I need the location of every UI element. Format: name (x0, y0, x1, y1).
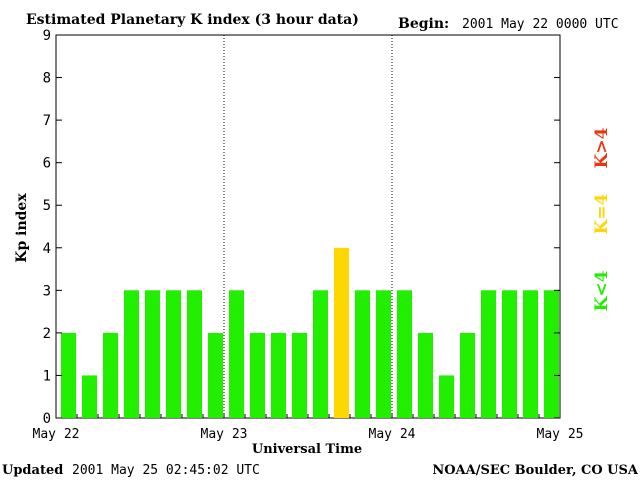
day-dividers (223, 35, 393, 418)
legend-mid: K=4 (592, 193, 612, 234)
kp-bar (397, 290, 412, 418)
y-tick-label: 1 (43, 368, 51, 384)
kp-bar (292, 332, 307, 418)
x-axis: May 22 May 23 May 24 May 25 (33, 414, 584, 442)
kp-bar (355, 290, 370, 418)
kp-bar (124, 290, 139, 418)
y-tick-label: 8 (43, 71, 51, 87)
kp-bar (544, 290, 559, 418)
begin-value: 2001 May 22 0000 UTC (462, 17, 619, 32)
kp-bar (208, 332, 223, 418)
kp-bar (334, 247, 349, 418)
kp-bar (313, 290, 328, 418)
legend-high: K>4 (592, 127, 612, 168)
kp-bar (61, 332, 76, 418)
x-tick-label: May 24 (369, 427, 416, 442)
source-label: NOAA/SEC Boulder, CO USA (432, 463, 639, 478)
x-axis-label: Universal Time (252, 442, 362, 457)
y-tick-label: 2 (43, 326, 51, 342)
kp-bar (229, 290, 244, 418)
kp-bar (103, 332, 118, 418)
y-tick-label: 5 (43, 198, 51, 214)
kp-bar (376, 290, 391, 418)
kp-bar (187, 290, 202, 418)
kp-bar (439, 375, 454, 418)
kp-bar (523, 290, 538, 418)
y-tick-label: 9 (43, 28, 51, 44)
y-tick-label: 0 (43, 411, 51, 427)
legend-low: K<4 (592, 270, 612, 311)
y-axis: 0 1 2 3 4 5 6 7 8 9 (43, 28, 560, 427)
begin-label: Begin: (398, 16, 449, 32)
kp-bar (250, 332, 265, 418)
y-tick-label: 6 (43, 156, 51, 172)
plot-frame (55, 34, 561, 419)
kp-bar (502, 290, 517, 418)
kp-bar (418, 332, 433, 418)
x-tick-label: May 22 (33, 427, 80, 442)
updated-value: 2001 May 25 02:45:02 UTC (72, 463, 260, 478)
kp-bar (166, 290, 181, 418)
y-tick-label: 3 (43, 283, 51, 299)
kp-bar (460, 332, 475, 418)
kp-bar (271, 332, 286, 418)
kp-bar (82, 375, 97, 418)
y-tick-label: 4 (43, 241, 51, 257)
bars-group (61, 247, 559, 418)
x-tick-label: May 23 (201, 427, 248, 442)
updated-label: Updated (2, 463, 63, 478)
y-tick-label: 7 (43, 113, 51, 129)
kp-bar (145, 290, 160, 418)
chart-title: Estimated Planetary K index (3 hour data… (26, 12, 359, 28)
kp-bar (481, 290, 496, 418)
x-tick-label: May 25 (537, 427, 584, 442)
y-axis-label: Kp index (14, 193, 30, 263)
